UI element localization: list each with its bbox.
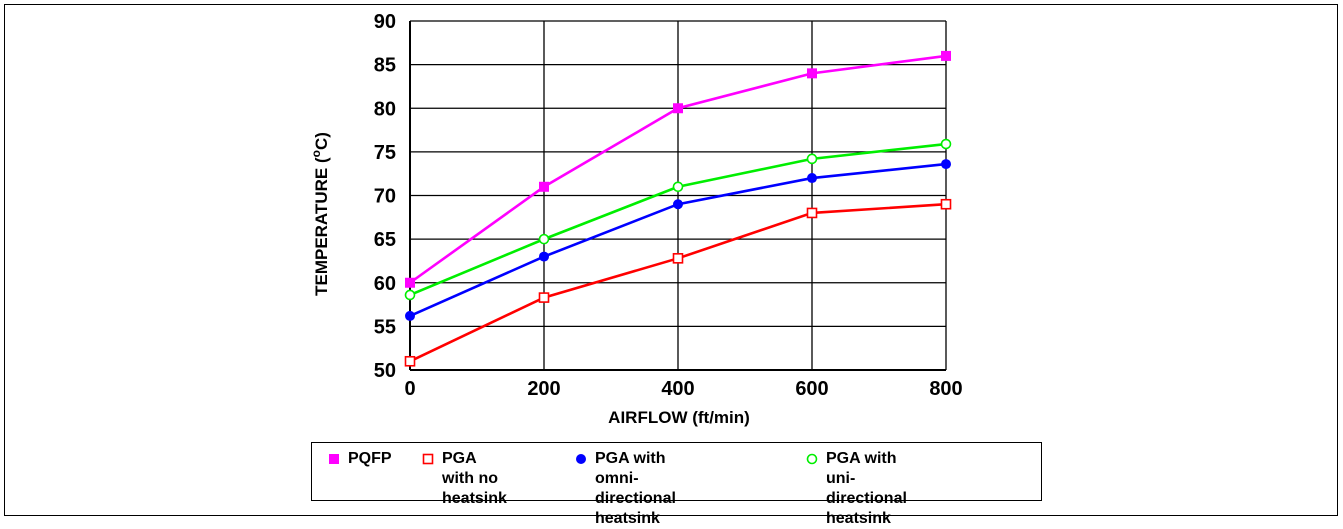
data-point-s2-2 [673, 199, 683, 210]
data-point-s2-3 [807, 173, 817, 184]
data-point-s2-4 [941, 159, 951, 170]
x-tick-label: 600 [795, 378, 828, 400]
x-tick-label: 800 [929, 378, 962, 400]
data-point-s1-4 [940, 198, 952, 210]
data-point-s2-1 [539, 251, 549, 262]
grid-lines [409, 20, 947, 371]
y-tick-label: 80 [374, 98, 396, 120]
y-tick-label: 85 [374, 55, 396, 77]
data-point-s3-4 [940, 138, 952, 150]
x-tick-label: 0 [404, 378, 415, 400]
y-tick-labels: 50 55 60 65 70 75 80 85 90 [374, 11, 396, 382]
legend-label-pga-no-heatsink: PGA with no heatsink [442, 450, 507, 507]
data-point-s2-0 [405, 310, 415, 321]
legend-marker-pga-uni [806, 453, 818, 465]
series-markers [404, 50, 952, 367]
legend-marker-pga-no-heatsink [422, 453, 434, 465]
y-axis-title-sup: o [309, 150, 323, 157]
y-tick-label: 65 [374, 229, 396, 251]
data-point-s0-3 [807, 68, 817, 79]
legend-marker-pqfp [329, 454, 339, 464]
y-tick-label: 60 [374, 273, 396, 295]
y-axis-title: TEMPERATURE (oC) [309, 132, 331, 296]
y-tick-label: 50 [374, 360, 396, 382]
data-point-s1-0 [404, 355, 416, 367]
data-point-s3-1 [538, 233, 550, 245]
data-point-s1-2 [672, 253, 684, 264]
data-point-s1-1 [538, 292, 550, 303]
y-tick-label: 55 [374, 316, 396, 338]
data-point-s0-4 [941, 50, 951, 61]
x-axis-title: AIRFLOW (ft/min) [608, 408, 750, 427]
legend-label-pqfp: PQFP [348, 450, 392, 467]
data-point-s0-2 [673, 103, 683, 114]
x-tick-labels: 0 200 400 600 800 [404, 378, 962, 400]
legend-label-pga-uni: PGA with uni- directional heatsink [826, 450, 907, 527]
y-tick-label: 70 [374, 186, 396, 208]
data-point-s3-0 [404, 289, 416, 301]
data-point-s0-1 [539, 181, 549, 192]
y-tick-label: 75 [374, 142, 396, 164]
x-tick-label: 400 [661, 378, 694, 400]
legend-marker-pga-omni [576, 454, 586, 464]
data-point-s0-0 [405, 277, 415, 288]
data-point-s1-3 [806, 207, 818, 219]
x-tick-label: 200 [527, 378, 560, 400]
data-point-s3-3 [806, 153, 818, 165]
legend-label-pga-omni: PGA with omni- directional heatsink [595, 450, 676, 527]
y-axis-title-end: C) [312, 132, 331, 150]
data-point-s3-2 [672, 181, 684, 193]
y-axis-title-main: TEMPERATURE ( [312, 157, 331, 296]
legend: PQFP PGA with no heatsink PGA with omni-… [311, 442, 1042, 527]
y-tick-label: 90 [374, 11, 396, 33]
